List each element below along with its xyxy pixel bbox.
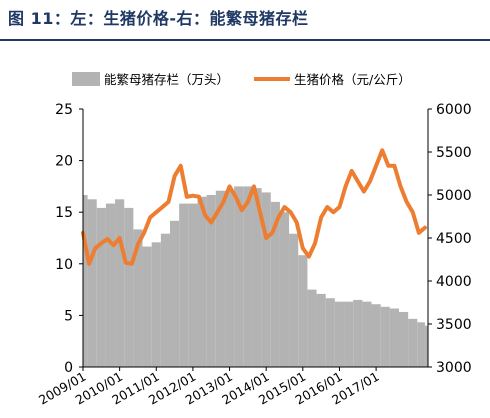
sows-area-bar — [115, 199, 125, 367]
sows-area-bar — [105, 203, 116, 367]
legend-label-sows: 能繁母猪存栏（万头） — [104, 72, 229, 87]
sows-area-bar — [408, 318, 418, 367]
sows-area-bar — [83, 195, 88, 367]
sows-area-bar — [289, 233, 299, 367]
sows-area-bar — [353, 299, 363, 367]
right-axis-tick-label: 3000 — [436, 360, 472, 376]
right-axis-tick-label: 5500 — [436, 145, 472, 161]
sows-area-bar — [188, 203, 198, 367]
legend-swatch-sows — [72, 72, 100, 86]
sows-area-bar — [142, 246, 152, 367]
sows-area-bar — [179, 203, 189, 367]
price-line-layer — [81, 148, 427, 266]
sows-area-bar — [334, 301, 345, 367]
left-axis-tick-label: 15 — [55, 205, 73, 221]
sows-area-bar — [224, 190, 235, 367]
sows-area-bar — [170, 220, 180, 367]
right-axis-tick-label: 4500 — [436, 231, 472, 247]
sows-area-bar — [279, 212, 290, 367]
right-axis-tick-label: 6000 — [436, 102, 472, 118]
sows-area-bar — [362, 301, 372, 367]
left-axis-tick-label: 5 — [64, 308, 73, 324]
sows-area-bar — [261, 192, 271, 367]
legend: 能繁母猪存栏（万头） 生猪价格（元/公斤） — [72, 72, 411, 87]
sows-area-bar — [371, 304, 381, 367]
left-axis-tick-label: 0 — [64, 360, 73, 376]
sows-area-bar — [417, 322, 425, 367]
sows-area-bar — [424, 325, 428, 367]
sows-area-bar — [307, 289, 317, 367]
sows-area-bar — [316, 293, 326, 367]
sows-area-bar — [160, 233, 171, 367]
sows-area-bar — [234, 186, 244, 367]
sows-area-bar — [133, 229, 143, 367]
sows-area-bar — [298, 255, 308, 367]
sows-area-layer — [83, 186, 428, 367]
right-axis-ticks: 3000 3500 4000 4500 5000 5500 6000 — [428, 102, 472, 376]
sows-area-bar — [124, 207, 134, 367]
sows-area-bar — [151, 242, 161, 367]
x-axis-ticks: 2009/012010/012011/012012/012013/012014/… — [36, 367, 382, 408]
right-axis-tick-label: 3500 — [436, 317, 472, 333]
right-axis-tick-label: 4000 — [436, 274, 472, 290]
left-axis-tick-label: 10 — [55, 257, 73, 273]
sows-area-bar — [270, 201, 280, 367]
left-axis-tick-label: 20 — [55, 154, 73, 170]
left-axis-tick-label: 25 — [55, 102, 73, 118]
sows-area-bar — [243, 186, 253, 367]
figure-caption: 图 11：左：生猪价格-右：能繁母猪存栏 — [8, 9, 309, 28]
sows-area-bar — [399, 311, 409, 367]
left-axis-ticks: 0 5 10 15 20 25 — [55, 102, 83, 376]
sows-area-bar — [215, 190, 225, 367]
sows-area-bar — [344, 301, 354, 367]
sows-area-bar — [87, 199, 97, 367]
caption-rule — [0, 39, 490, 41]
right-axis-tick-label: 5000 — [436, 188, 472, 204]
sows-area-bar — [96, 207, 106, 367]
sows-area-bar — [325, 298, 335, 367]
sows-area-bar — [389, 308, 399, 367]
sows-area-bar — [206, 195, 216, 367]
sows-area-bar — [252, 188, 262, 367]
sows-area-bar — [380, 306, 390, 367]
legend-label-price: 生猪价格（元/公斤） — [294, 72, 411, 87]
sows-area-bar — [197, 196, 207, 367]
